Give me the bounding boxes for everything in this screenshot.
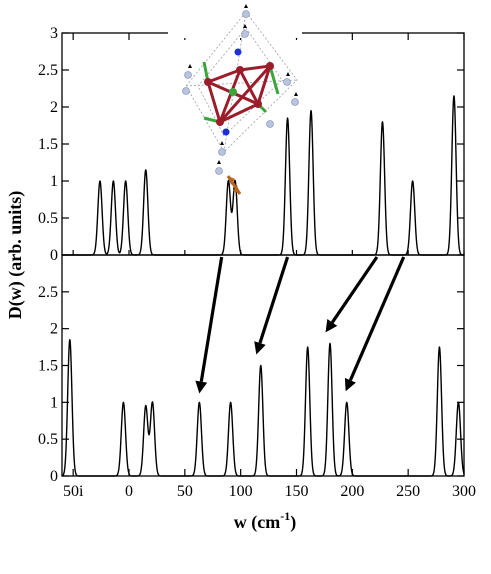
bottom-y-tick-label: 2 — [50, 321, 58, 338]
bottom-panel: 0 0.5 1 1.5 2 2.5 50i 0 50 100 150 200 250 300 — [38, 33, 476, 500]
bottom-y-axis: 0 0.5 1 1.5 2 2.5 — [38, 284, 464, 485]
x-tick-label: 100 — [229, 483, 253, 500]
arrow-head-0 — [195, 380, 208, 394]
bottom-y-tick-label: 1 — [50, 394, 58, 411]
top-panel: 0 0.5 1 1.5 2 2.5 3 — [38, 25, 465, 264]
bottom-panel-frame — [61, 254, 465, 477]
bottom-y-tick-label: 2.5 — [38, 284, 58, 301]
x-axis-label-superscript: -1 — [280, 509, 290, 523]
x-tick-label: 50 — [177, 483, 193, 500]
top-y-tick-label: 2.5 — [38, 62, 58, 79]
top-y-axis: 0 0.5 1 1.5 2 2.5 3 — [38, 25, 464, 264]
top-y-tick-label: 1 — [50, 173, 58, 190]
arrow-head-1 — [254, 341, 266, 355]
x-axis-label-close: ) — [290, 512, 296, 533]
x-axis-label-main: w (cm — [234, 512, 280, 533]
top-spectrum-line — [61, 95, 465, 256]
top-y-tick-label: 3 — [50, 25, 58, 42]
arrow-shaft-0 — [199, 256, 224, 382]
molecule-structure-inset — [182, 4, 299, 195]
bottom-y-tick-label: 1.5 — [38, 358, 58, 375]
top-y-tick-label: 0.5 — [38, 210, 58, 227]
x-tick-label: 50i — [63, 483, 84, 500]
x-tick-label: 250 — [396, 483, 420, 500]
top-y-tick-label: 2 — [50, 99, 58, 116]
arrow-head-3 — [344, 377, 356, 392]
x-tick-label: 0 — [125, 483, 133, 500]
bottom-y-tick-label: 0.5 — [38, 431, 58, 448]
bottom-x-axis: 50i 0 50 100 150 200 250 300 — [63, 33, 476, 500]
bottom-y-tick-label: 0 — [50, 468, 58, 485]
top-y-tick-label: 0 — [50, 247, 58, 264]
arrow-shaft-1 — [258, 256, 290, 344]
mode-arrows — [195, 256, 406, 394]
y-axis-label: D(w) (arb. units) — [5, 191, 26, 320]
arrow-head-2 — [325, 319, 338, 333]
x-tick-label: 200 — [340, 483, 364, 500]
x-tick-label: 300 — [452, 483, 476, 500]
inset-background — [168, 26, 302, 38]
arrow-shaft-3 — [348, 256, 406, 381]
x-axis-label: w (cm-1) — [234, 509, 296, 533]
arrow-shaft-2 — [330, 256, 379, 324]
bottom-spectrum-line — [61, 339, 465, 477]
x-tick-label: 150 — [285, 483, 309, 500]
top-y-tick-label: 1.5 — [38, 136, 58, 153]
